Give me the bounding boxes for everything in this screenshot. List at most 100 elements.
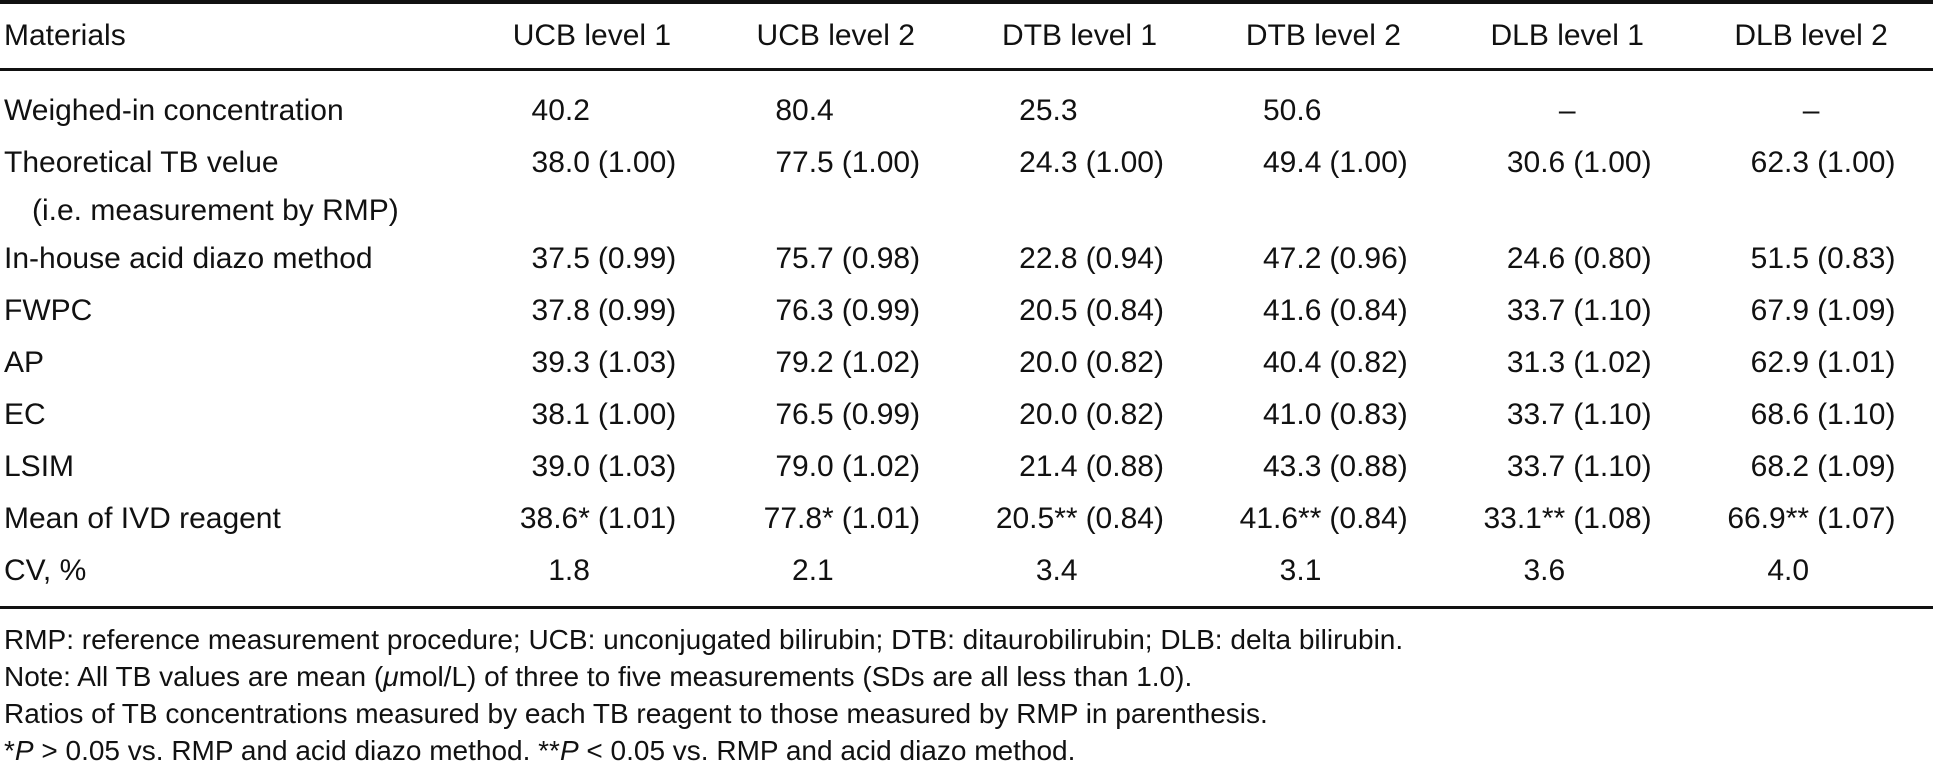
- cell-value: 50.6: [1263, 94, 1322, 127]
- row-label-line1: CV, %: [4, 554, 87, 587]
- cell-value: 37.5: [531, 242, 590, 275]
- cell-value: 77.5: [775, 146, 834, 179]
- table-row-lsim: LSIM 39.0 (1.03) 79.0 (1.02) 21.4 (0.88) 43.3 (0…: [0, 441, 1933, 493]
- table-cell: 2.1: [713, 545, 958, 609]
- cell-ratio: (0.84): [1085, 502, 1164, 535]
- cell-value-wrap: 40.2: [494, 85, 690, 137]
- cell-value-wrap: 20.0 (0.82): [982, 337, 1178, 389]
- table-cell: 40.4 (0.82): [1201, 337, 1445, 389]
- table-header: Materials UCB level 1 UCB level 2 DTB level…: [0, 2, 1933, 71]
- table-cell: 33.7 (1.10): [1445, 441, 1689, 493]
- cell-value: 47.2: [1263, 242, 1322, 275]
- cell-value-wrap: 4.0: [1713, 545, 1909, 597]
- cell-value: 20.5**: [995, 502, 1078, 535]
- table-cell: 75.7 (0.98): [714, 233, 958, 285]
- cell-value: 33.7: [1506, 450, 1566, 483]
- row-label-line1: Theoretical TB velue: [4, 146, 279, 179]
- cell-value: 20.0: [1019, 398, 1078, 431]
- table-cell: 66.9** (1.07): [1689, 493, 1933, 545]
- cell-value: 39.3: [531, 346, 590, 379]
- row-label: AP: [0, 337, 470, 389]
- cell-ratio: (1.01): [841, 502, 921, 535]
- cell-ratio: [598, 545, 690, 597]
- cell-ratio: [1329, 85, 1421, 137]
- cell-value-wrap: 37.8 (0.99): [494, 285, 690, 337]
- cell-value-wrap: 31.3 (1.02): [1469, 337, 1665, 389]
- row-label: Weighed-in concentration: [0, 70, 470, 138]
- cell-value-wrap: 66.9** (1.07): [1713, 493, 1909, 545]
- cell-value-wrap: 33.7 (1.10): [1469, 389, 1665, 441]
- cell-value: 3.4: [1035, 554, 1078, 587]
- cell-value: 79.2: [775, 346, 834, 379]
- cell-value: 41.0: [1263, 398, 1322, 431]
- table-cell: 41.6 (0.84): [1201, 285, 1445, 337]
- footnote-italic-segment: μ: [383, 661, 399, 692]
- table-cell: 33.7 (1.10): [1445, 389, 1689, 441]
- column-header-dlb-level-1: DLB level 1: [1445, 2, 1690, 71]
- cell-ratio: (1.09): [1817, 450, 1896, 483]
- footnote-line-4: *P > 0.05 vs. RMP and acid diazo method.…: [4, 732, 1933, 769]
- cell-value-wrap: 38.1 (1.00): [494, 389, 690, 441]
- cell-value: 38.1: [531, 398, 590, 431]
- footnote-text-segment: *: [4, 735, 15, 766]
- cell-ratio: (0.98): [841, 242, 921, 275]
- cell-value-wrap: 20.5** (0.84): [982, 493, 1178, 545]
- cell-value-wrap: 3.6: [1469, 545, 1665, 597]
- row-label-line1: Mean of IVD reagent: [4, 502, 281, 535]
- table-cell: 80.4: [714, 70, 958, 138]
- footnote-text-segment: mol/L) of three to five measurements (SD…: [398, 661, 1193, 692]
- cell-ratio: (1.00): [597, 398, 677, 431]
- table-cell: 30.6 (1.00): [1445, 137, 1689, 233]
- cell-value-wrap: 80.4: [738, 85, 934, 137]
- table-row-cv: CV, % 1.8 2.1 3.4 3.1 3.6 4.0: [0, 545, 1933, 609]
- cell-value: 68.6: [1750, 398, 1810, 431]
- cell-value-wrap: 50.6: [1225, 85, 1421, 137]
- cell-value: 33.1**: [1483, 502, 1566, 535]
- cell-value-wrap: 62.9 (1.01): [1713, 337, 1909, 389]
- row-label-line1: AP: [4, 346, 45, 379]
- table-cell: 62.3 (1.00): [1689, 137, 1933, 233]
- table-cell: 76.3 (0.99): [714, 285, 958, 337]
- cell-ratio: (1.09): [1817, 294, 1896, 327]
- cell-ratio: [842, 85, 934, 137]
- cell-ratio: [1086, 545, 1178, 597]
- cell-value: 33.7: [1506, 398, 1566, 431]
- cell-value-wrap: 38.6* (1.01): [494, 493, 690, 545]
- cell-ratio: (1.10): [1817, 398, 1896, 431]
- table-cell: 43.3 (0.88): [1201, 441, 1445, 493]
- cell-ratio: [1573, 545, 1665, 597]
- cell-ratio: (0.84): [1085, 294, 1164, 327]
- table-row-ap: AP 39.3 (1.03) 79.2 (1.02) 20.0 (0.82) 40.4 (0.8…: [0, 337, 1933, 389]
- cell-ratio: (1.10): [1573, 450, 1652, 483]
- cell-value-wrap: 33.7 (1.10): [1469, 441, 1665, 493]
- cell-value: 30.6: [1506, 146, 1566, 179]
- table-cell: 25.3: [958, 70, 1202, 138]
- cell-value-wrap: 21.4 (0.88): [982, 441, 1178, 493]
- cell-value-wrap: 75.7 (0.98): [738, 233, 934, 285]
- cell-value: 41.6: [1263, 294, 1322, 327]
- footnote-text-segment: > 0.05 vs. RMP and acid diazo method. **: [33, 735, 560, 766]
- table-cell: 39.3 (1.03): [470, 337, 714, 389]
- cell-ratio: [1329, 545, 1421, 597]
- cell-value-wrap: 37.5 (0.99): [494, 233, 690, 285]
- cell-value: 76.5: [775, 398, 834, 431]
- cell-ratio: (0.88): [1329, 450, 1408, 483]
- cell-ratio: (1.00): [1329, 146, 1408, 179]
- cell-value-wrap: 3.4: [982, 545, 1178, 597]
- table-cell: 33.7 (1.10): [1445, 285, 1689, 337]
- cell-ratio: (1.10): [1573, 294, 1652, 327]
- table-cell: 22.8 (0.94): [958, 233, 1202, 285]
- table-row-fwpc: FWPC 37.8 (0.99) 76.3 (0.99) 20.5 (0.84) 41.6 (0…: [0, 285, 1933, 337]
- cell-ratio: [842, 545, 934, 597]
- cell-value: 3.1: [1279, 554, 1322, 587]
- footnote-text-segment: < 0.05 vs. RMP and acid diazo method.: [578, 735, 1076, 766]
- cell-value: 37.8: [531, 294, 590, 327]
- row-label: Theoretical TB velue (i.e. measurement by…: [0, 137, 470, 233]
- column-header-dtb-level-2: DTB level 2: [1201, 2, 1446, 71]
- cell-value-wrap: 24.6 (0.80): [1469, 233, 1665, 285]
- cell-value-wrap: 77.8* (1.01): [738, 493, 934, 545]
- cell-ratio: (0.82): [1085, 398, 1164, 431]
- cell-ratio: (1.00): [841, 146, 921, 179]
- cell-value: 67.9: [1750, 294, 1810, 327]
